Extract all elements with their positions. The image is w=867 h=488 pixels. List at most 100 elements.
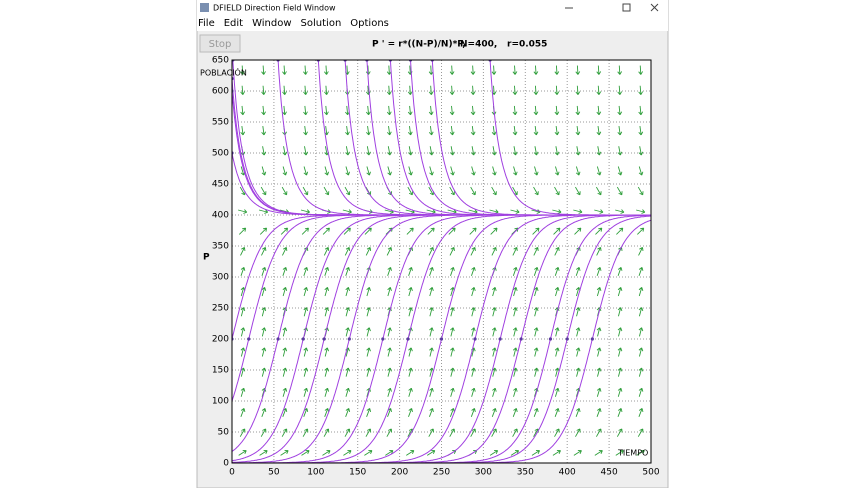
field-arrow (450, 327, 455, 337)
stop-label[interactable]: Stop (209, 39, 232, 50)
field-arrow (552, 209, 562, 214)
field-arrow (238, 227, 247, 235)
close[interactable] (650, 3, 659, 12)
field-arrow (449, 126, 455, 136)
x-axis-label: TIEMPO (617, 449, 648, 458)
field-arrow (303, 85, 308, 95)
field-arrow (554, 428, 560, 437)
field-arrow (240, 387, 246, 397)
field-arrow (302, 428, 309, 437)
field-arrow (345, 146, 350, 156)
initial-point (276, 337, 280, 341)
field-arrow (303, 166, 309, 176)
field-arrow (282, 367, 288, 377)
field-arrow (302, 186, 309, 196)
field-arrow (387, 367, 392, 377)
field-arrow (617, 347, 623, 357)
menu-item[interactable]: Window (252, 18, 291, 29)
field-arrow (301, 449, 310, 456)
initial-point (247, 337, 251, 341)
field-arrow (533, 266, 539, 276)
field-arrow (345, 166, 350, 176)
x-tick-label: 500 (642, 468, 659, 478)
initial-point (322, 337, 326, 341)
field-arrow (616, 186, 623, 196)
field-arrow (596, 327, 602, 337)
field-arrow (554, 287, 560, 297)
initial-point (301, 337, 305, 341)
field-arrow (408, 347, 413, 357)
field-arrow (324, 307, 330, 317)
field-arrow (429, 146, 434, 156)
field-arrow (596, 347, 602, 357)
field-arrow (345, 367, 350, 377)
field-arrow (533, 65, 539, 75)
y-tick-label: 500 (212, 149, 229, 159)
field-arrow (533, 186, 539, 196)
field-arrow (408, 408, 413, 417)
field-arrow (345, 287, 350, 297)
field-arrow (575, 347, 581, 357)
solution-curve (232, 214, 651, 463)
field-arrow (533, 287, 539, 297)
field-arrow (638, 85, 644, 95)
field-arrow (387, 266, 392, 276)
field-arrow (261, 126, 267, 136)
field-arrow (300, 209, 311, 214)
field-arrow (617, 327, 623, 337)
field-arrow (408, 166, 413, 176)
field-arrow (470, 105, 476, 116)
field-arrow (638, 166, 644, 176)
field-arrow (638, 246, 644, 256)
menu-item[interactable]: Solution (301, 18, 342, 29)
field-arrow (387, 347, 392, 357)
field-arrow (261, 347, 267, 357)
field-arrow (637, 186, 644, 196)
field-arrow (387, 126, 392, 136)
field-arrow (240, 105, 246, 116)
field-arrow (615, 209, 625, 214)
field-arrow (533, 126, 539, 136)
field-arrow (324, 266, 330, 276)
field-arrow (345, 266, 351, 276)
field-arrow (533, 367, 539, 377)
initial-point (565, 337, 569, 341)
field-arrow (386, 246, 393, 256)
field-arrow (575, 408, 581, 417)
field-arrow (387, 146, 392, 156)
y-tick-label: 650 (212, 56, 229, 66)
initial-point (498, 337, 502, 341)
field-arrow (491, 327, 497, 337)
field-arrow (554, 146, 560, 156)
field-arrow (238, 449, 247, 456)
field-arrow (512, 246, 518, 256)
field-arrow (491, 186, 497, 196)
field-arrow (512, 307, 518, 317)
field-arrow (575, 166, 581, 176)
field-arrow (386, 428, 393, 437)
field-arrow (492, 166, 497, 176)
maximize[interactable] (622, 3, 631, 12)
field-arrow (261, 105, 266, 116)
field-arrow (489, 449, 499, 456)
field-arrow (450, 347, 455, 357)
field-arrow (429, 166, 434, 176)
field-arrow (575, 327, 581, 337)
field-arrow (531, 449, 540, 456)
field-arrow (366, 166, 371, 176)
field-arrow (282, 146, 288, 156)
menu-item[interactable]: File (198, 18, 215, 29)
field-arrow (470, 65, 476, 75)
field-arrow (428, 126, 434, 136)
plot-frame (231, 59, 652, 464)
field-arrow (261, 287, 267, 297)
field-arrow (554, 246, 560, 256)
field-arrow (594, 209, 604, 214)
menu-item[interactable]: Edit (224, 18, 243, 29)
stop-button[interactable] (199, 34, 241, 53)
y-tick-label: 200 (212, 335, 229, 345)
field-arrow (573, 449, 582, 456)
menu-item[interactable]: Options (350, 18, 389, 29)
field-arrow (282, 266, 288, 276)
field-arrow (261, 65, 266, 75)
